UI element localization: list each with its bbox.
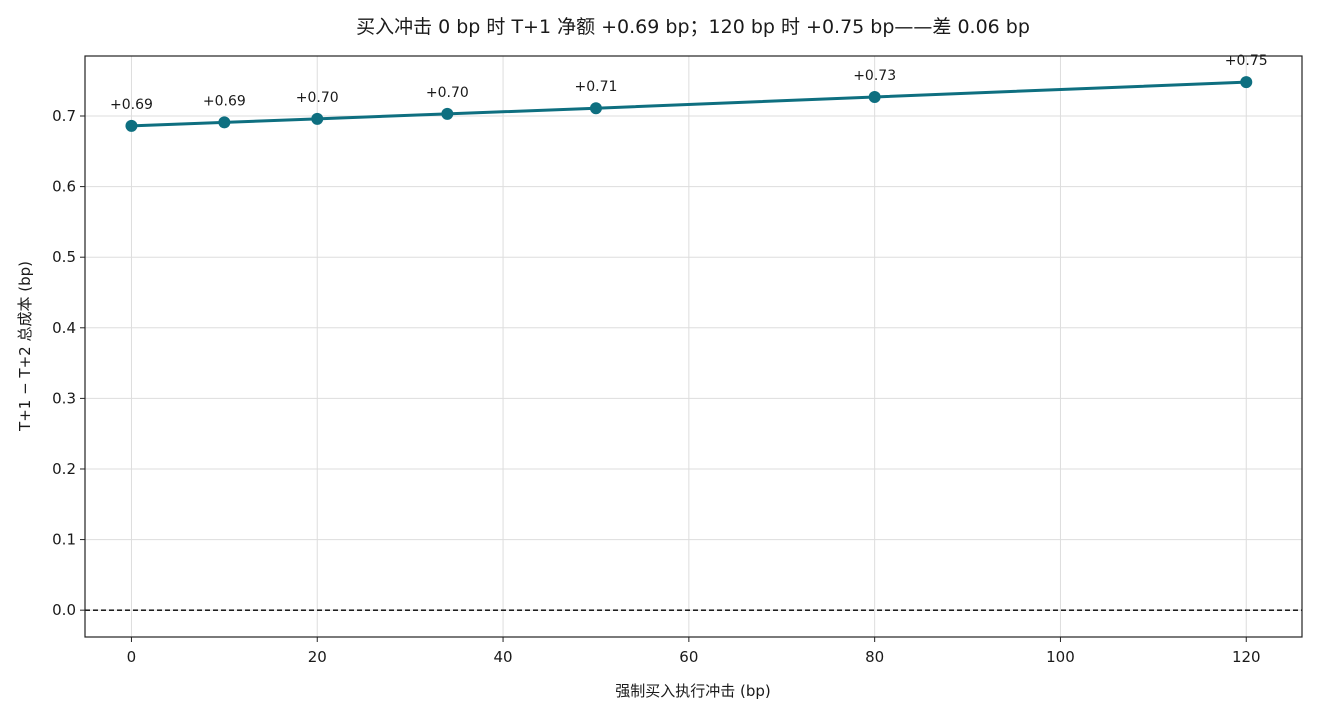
data-label: +0.69 — [203, 93, 246, 109]
y-tick-label: 0.0 — [52, 601, 76, 619]
data-label: +0.73 — [853, 68, 896, 84]
data-point — [1240, 76, 1253, 89]
y-tick-label: 0.2 — [52, 460, 76, 478]
tick-layer: 0 20 40 60 80 100 120 0.0 0.1 0.2 0.3 0.4 0.5 0.6 0.7 — [52, 107, 1260, 666]
data-label: +0.69 — [110, 97, 153, 113]
data-point — [589, 102, 602, 115]
y-tick-label: 0.1 — [52, 531, 76, 549]
data-label: +0.71 — [575, 79, 618, 95]
data-point — [125, 119, 138, 132]
series-layer — [125, 76, 1253, 132]
x-tick-label: 100 — [1046, 648, 1075, 666]
data-label: +0.70 — [296, 90, 339, 106]
x-tick-label: 80 — [865, 648, 884, 666]
data-point — [868, 90, 881, 103]
grid-layer — [85, 56, 1302, 637]
y-axis-label: T+1 − T+2 总成本 (bp) — [16, 261, 34, 432]
data-label: +0.75 — [1225, 53, 1268, 69]
data-point — [441, 107, 454, 120]
x-axis-label: 强制买入执行冲击 (bp) — [615, 682, 771, 700]
x-tick-label: 20 — [308, 648, 327, 666]
plot-frame — [84, 55, 1303, 638]
x-tick-label: 120 — [1232, 648, 1261, 666]
data-point — [311, 112, 324, 125]
y-tick-label: 0.7 — [52, 107, 76, 125]
x-tick-label: 40 — [494, 648, 513, 666]
y-tick-label: 0.5 — [52, 248, 76, 266]
x-tick-label: 60 — [679, 648, 698, 666]
y-tick-label: 0.3 — [52, 389, 76, 407]
data-point — [218, 116, 231, 129]
chart-title: 买入冲击 0 bp 时 T+1 净额 +0.69 bp；120 bp 时 +0.… — [356, 16, 1030, 38]
data-label-layer: +0.69 +0.69 +0.70 +0.70 +0.71 +0.73 +0.75 — [110, 53, 1268, 113]
y-tick-label: 0.4 — [52, 319, 76, 337]
y-tick-label: 0.6 — [52, 178, 76, 196]
data-label: +0.70 — [426, 85, 469, 101]
x-tick-label: 0 — [127, 648, 137, 666]
